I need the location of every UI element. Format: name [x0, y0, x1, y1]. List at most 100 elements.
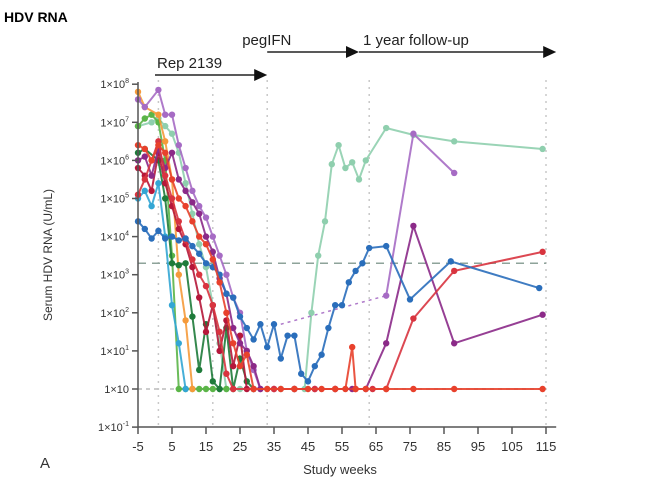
data-point — [141, 145, 148, 153]
series-line — [137, 137, 543, 390]
data-point — [182, 260, 189, 267]
x-tick-label: 35 — [267, 439, 281, 454]
y-axis-label: Serum HDV RNA (U/mL) — [41, 189, 55, 321]
data-point — [383, 124, 390, 132]
data-point — [366, 244, 373, 252]
x-tick-label: 5 — [168, 439, 175, 454]
y-tick-base: 1×10 — [100, 117, 125, 129]
data-point — [277, 385, 284, 393]
data-point — [308, 309, 315, 316]
treatment-phases: Rep 2139 pegIFN 1 year follow-up — [155, 32, 557, 81]
data-point — [148, 111, 155, 118]
y-tick-base: 1×10 — [100, 308, 125, 320]
y-tick-label: 1×103 — [100, 269, 129, 282]
data-point — [182, 180, 189, 187]
data-point — [196, 210, 203, 217]
data-point — [168, 260, 176, 267]
data-point — [202, 214, 210, 221]
data-point — [359, 260, 366, 267]
data-point — [182, 202, 189, 210]
y-tick-exponent: -1 — [123, 421, 129, 428]
x-tick-label: 65 — [369, 439, 383, 454]
data-point — [196, 233, 203, 240]
data-point — [539, 385, 546, 393]
y-tick-label: 1×105 — [100, 193, 129, 206]
data-point — [277, 355, 284, 362]
data-point — [168, 130, 176, 137]
y-tick-exponent: 5 — [125, 193, 129, 200]
data-point — [338, 301, 346, 309]
data-point — [447, 258, 454, 265]
data-point — [216, 347, 223, 355]
data-point — [162, 235, 169, 242]
data-point — [189, 256, 196, 263]
x-tick-label: -5 — [132, 439, 144, 454]
x-tick-label: 105 — [501, 439, 523, 454]
x-tick-label: 75 — [403, 439, 417, 454]
data-point — [349, 343, 356, 351]
series-line — [137, 182, 187, 390]
data-point — [189, 385, 196, 393]
data-point — [223, 370, 230, 377]
data-point — [196, 241, 203, 248]
data-point — [355, 176, 363, 183]
data-point — [168, 195, 176, 202]
data-point — [162, 172, 169, 179]
data-point — [352, 385, 359, 393]
data-point — [318, 385, 325, 393]
data-point — [383, 292, 390, 299]
data-point — [451, 385, 458, 393]
data-point — [175, 218, 182, 225]
data-point — [189, 242, 196, 250]
data-point — [406, 296, 414, 303]
data-point — [209, 256, 216, 263]
data-point — [362, 385, 369, 393]
data-point — [209, 301, 216, 309]
data-point — [216, 385, 223, 393]
data-point — [410, 385, 417, 393]
data-point — [189, 218, 196, 225]
data-point — [141, 153, 148, 160]
data-series — [134, 149, 250, 393]
data-point — [335, 141, 342, 149]
y-tick-exponent: 6 — [125, 154, 129, 161]
data-point — [162, 138, 169, 145]
data-point — [175, 385, 182, 393]
data-point — [230, 340, 237, 347]
data-point — [216, 328, 223, 336]
data-point — [304, 378, 312, 385]
data-point — [342, 164, 349, 172]
data-point — [155, 141, 162, 149]
data-point — [332, 385, 339, 393]
data-point — [182, 187, 189, 195]
data-point — [175, 237, 182, 244]
y-tick-label: 1×107 — [100, 116, 129, 129]
y-tick-label: 1×10-1 — [98, 421, 129, 434]
data-point — [162, 111, 169, 118]
data-point — [304, 385, 312, 393]
data-point — [175, 195, 182, 202]
data-point — [162, 149, 169, 156]
x-tick-label: 95 — [471, 439, 485, 454]
chart-title: HDV RNA — [4, 9, 68, 25]
phase-label: 1 year follow-up — [363, 32, 469, 49]
series-line — [137, 143, 543, 390]
x-tick-label: 45 — [301, 439, 315, 454]
data-point — [175, 141, 182, 149]
data-point — [243, 324, 250, 332]
data-point — [284, 332, 291, 339]
y-tick-exponent: 3 — [125, 269, 129, 276]
y-tick-label: 1×101 — [100, 345, 129, 358]
data-point — [451, 138, 458, 145]
y-tick-base: 1×10 — [100, 270, 125, 282]
data-point — [410, 130, 417, 137]
data-point — [318, 351, 325, 358]
arrow-head-icon — [254, 69, 268, 81]
data-point — [243, 351, 250, 358]
data-point — [168, 149, 176, 156]
data-point — [202, 241, 210, 248]
data-point — [250, 336, 257, 343]
data-point — [202, 328, 210, 336]
data-point — [223, 271, 230, 278]
data-point — [175, 176, 182, 183]
